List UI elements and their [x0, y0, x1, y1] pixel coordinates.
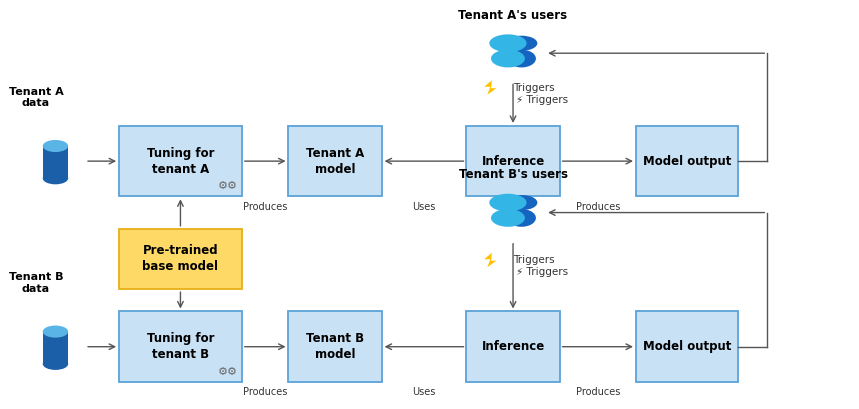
- Text: Inference: Inference: [481, 340, 545, 353]
- Ellipse shape: [491, 209, 525, 227]
- FancyBboxPatch shape: [636, 126, 738, 196]
- Text: Tuning for
tenant B: Tuning for tenant B: [147, 332, 214, 361]
- Text: Pre-trained
base model: Pre-trained base model: [143, 245, 218, 274]
- FancyBboxPatch shape: [289, 126, 381, 196]
- Text: Tuning for
tenant A: Tuning for tenant A: [147, 147, 214, 175]
- Text: Tenant A
data: Tenant A data: [9, 87, 64, 108]
- Circle shape: [506, 36, 538, 51]
- Circle shape: [506, 195, 538, 210]
- Text: Tenant B
model: Tenant B model: [306, 332, 364, 361]
- Circle shape: [490, 34, 527, 52]
- FancyBboxPatch shape: [466, 311, 560, 382]
- Circle shape: [490, 194, 527, 211]
- FancyBboxPatch shape: [119, 126, 242, 196]
- Text: Model output: Model output: [643, 155, 731, 168]
- FancyBboxPatch shape: [636, 311, 738, 382]
- Text: Uses: Uses: [412, 202, 436, 211]
- Text: Produces: Produces: [243, 387, 288, 397]
- Text: Tenant A's users: Tenant A's users: [459, 9, 568, 22]
- FancyBboxPatch shape: [119, 229, 242, 289]
- Text: Tenant B
data: Tenant B data: [9, 272, 64, 294]
- Polygon shape: [484, 80, 497, 95]
- Bar: [43, 146, 68, 178]
- Polygon shape: [484, 253, 497, 267]
- Text: Model output: Model output: [643, 340, 731, 353]
- Ellipse shape: [43, 172, 68, 184]
- Text: ⚡ Triggers: ⚡ Triggers: [515, 94, 568, 105]
- Text: Inference: Inference: [481, 155, 545, 168]
- Text: Triggers: Triggers: [513, 255, 555, 265]
- FancyBboxPatch shape: [466, 126, 560, 196]
- Bar: [43, 332, 68, 364]
- Ellipse shape: [507, 209, 536, 227]
- Ellipse shape: [43, 358, 68, 370]
- Text: ⚙⚙: ⚙⚙: [217, 181, 237, 191]
- FancyBboxPatch shape: [119, 311, 242, 382]
- Text: Produces: Produces: [576, 387, 620, 397]
- FancyBboxPatch shape: [289, 311, 381, 382]
- Text: Produces: Produces: [243, 202, 288, 211]
- Text: Produces: Produces: [576, 202, 620, 211]
- Text: Uses: Uses: [412, 387, 436, 397]
- Text: ⚡ Triggers: ⚡ Triggers: [515, 267, 568, 277]
- Text: Triggers: Triggers: [513, 83, 555, 92]
- Ellipse shape: [507, 49, 536, 67]
- Text: Tenant B's users: Tenant B's users: [459, 168, 568, 181]
- Text: ⚙⚙: ⚙⚙: [217, 367, 237, 377]
- Ellipse shape: [43, 140, 68, 152]
- Text: Tenant A
model: Tenant A model: [306, 147, 364, 175]
- Ellipse shape: [491, 49, 525, 67]
- Ellipse shape: [43, 326, 68, 338]
